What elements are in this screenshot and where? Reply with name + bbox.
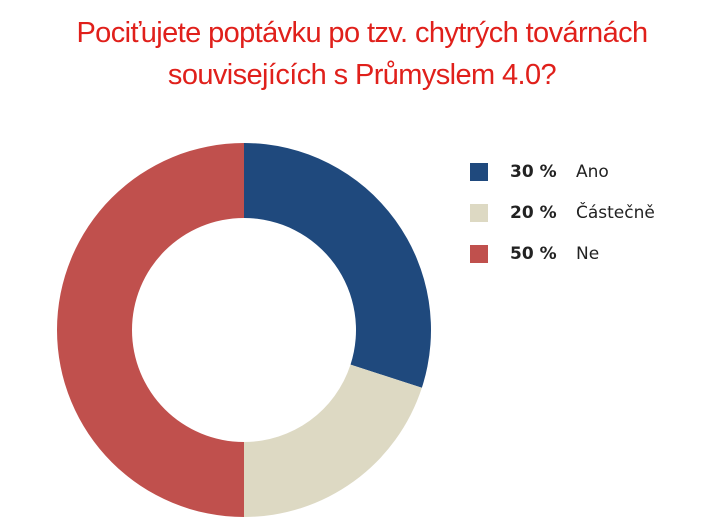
legend-swatch (470, 163, 488, 181)
legend-value: 30 % (510, 162, 557, 182)
legend-swatch (470, 245, 488, 263)
legend-value: 20 % (510, 203, 557, 223)
donut-segment (244, 364, 422, 517)
legend-swatch (470, 204, 488, 222)
legend-label: Ne (576, 244, 599, 264)
legend-value: 50 % (510, 244, 557, 264)
chart-title: Pociťujete poptávku po tzv. chytrých tov… (76, 17, 647, 49)
legend-label: Částečně (576, 201, 655, 223)
chart-title: souvisejících s Průmyslem 4.0? (168, 59, 557, 91)
legend-label: Ano (576, 162, 609, 182)
donut-segment (57, 143, 244, 517)
donut-segment (244, 143, 431, 388)
